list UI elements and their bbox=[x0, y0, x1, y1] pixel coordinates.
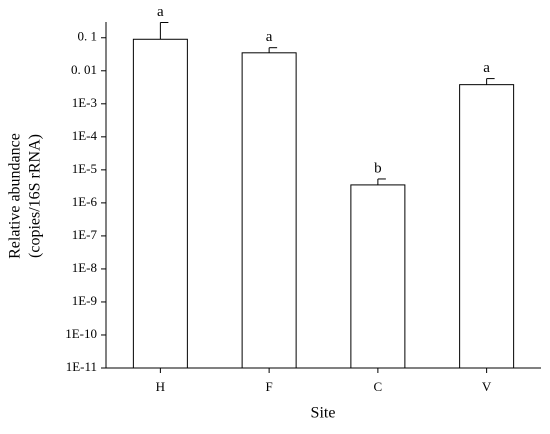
y-tick-label: 1E-6 bbox=[72, 194, 98, 209]
y-tick-label: 1E-3 bbox=[72, 95, 97, 110]
bar bbox=[132, 38, 188, 369]
bar bbox=[350, 184, 406, 369]
annotation: a bbox=[483, 60, 490, 76]
x-tick-label: V bbox=[482, 379, 492, 394]
annotation: a bbox=[266, 29, 273, 45]
y-tick-label: 1E-10 bbox=[65, 326, 97, 341]
y-tick-label: 1E-9 bbox=[72, 293, 97, 308]
y-tick-label: 0. 1 bbox=[78, 29, 98, 44]
y-tick-label: 1E-7 bbox=[72, 227, 98, 242]
x-tick-label: H bbox=[156, 379, 165, 394]
y-axis-label: (copies/16S rRNA) bbox=[27, 134, 44, 258]
bar bbox=[241, 52, 297, 369]
bar bbox=[459, 84, 515, 369]
x-axis-label: Site bbox=[311, 405, 336, 422]
annotation: b bbox=[374, 160, 382, 176]
y-tick-label: 1E-8 bbox=[72, 260, 97, 275]
y-tick-label: 1E-5 bbox=[72, 161, 97, 176]
y-tick-label: 1E-11 bbox=[66, 359, 97, 374]
x-tick-label: C bbox=[374, 379, 383, 394]
y-tick-label: 0. 01 bbox=[71, 62, 97, 77]
y-axis-label: Relative abundance bbox=[7, 133, 24, 259]
y-tick-label: 1E-4 bbox=[72, 128, 98, 143]
annotation: a bbox=[157, 4, 164, 20]
x-tick-label: F bbox=[266, 379, 273, 394]
